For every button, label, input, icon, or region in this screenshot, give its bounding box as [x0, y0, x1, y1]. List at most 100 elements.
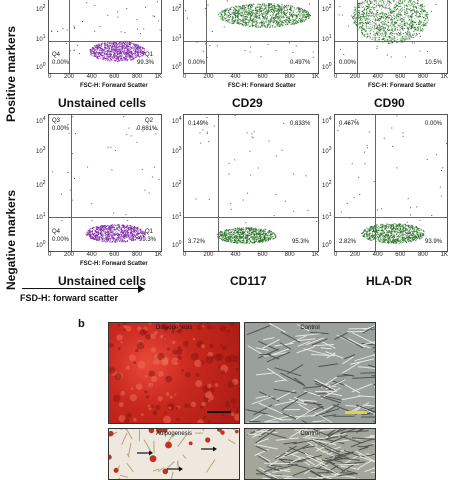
- micro-texture-control1: [245, 323, 375, 423]
- ytick-label: 102: [172, 4, 181, 13]
- ytick-label: 100: [322, 240, 331, 249]
- ytick-label: 101: [172, 212, 181, 221]
- quad-lr-value: 95.3%: [292, 239, 309, 245]
- ytick-label: 101: [172, 34, 181, 43]
- quad-q4-value: 0.00%: [52, 60, 69, 66]
- forward-scatter-label: FSD-H: forward scatter: [20, 293, 118, 303]
- gate-vertical: [71, 115, 72, 251]
- quad-q4-label: Q4: [52, 229, 60, 235]
- gate-vertical: [69, 0, 70, 73]
- quad-ll-value: 3.72%: [188, 239, 205, 245]
- ytick-label: 104: [36, 116, 45, 125]
- gate-horizontal: [335, 217, 447, 218]
- gate-horizontal: [184, 217, 318, 218]
- caption-hladr: HLA-DR: [366, 274, 412, 288]
- caption-unstained-top: Unstained cells: [58, 96, 146, 110]
- flow-plot-hladr: 0.467% 0.00% 2.82% 93.9%: [334, 114, 448, 252]
- quad-q4-label: Q4: [52, 52, 60, 58]
- ytick-label: 100: [172, 62, 181, 71]
- positive-markers-label: Positive markers: [4, 26, 18, 122]
- ytick-label: 103: [322, 146, 331, 155]
- ytick-label: 102: [36, 4, 45, 13]
- ytick-label: 100: [322, 62, 331, 71]
- gate-vertical: [206, 0, 207, 73]
- x-axis-title: FSC-H: Forward Scatter: [368, 83, 436, 89]
- scatter-hladr: [335, 115, 447, 251]
- gate-horizontal: [335, 41, 447, 42]
- quad-ll-value: 0.00%: [188, 60, 205, 66]
- caption-unstained-bottom: Unstained cells: [58, 274, 146, 288]
- gate-horizontal: [184, 41, 318, 42]
- micrograph-label: Adipogenesis: [109, 431, 239, 437]
- quad-q1-value: 99.3%: [139, 237, 156, 243]
- caption-cd90: CD90: [374, 96, 405, 110]
- flow-plot-cd90: 0.00% 10.5%: [334, 0, 448, 74]
- micro-texture-osteo: [109, 323, 239, 423]
- scatter-cd117: [184, 115, 318, 251]
- quad-q4-value: 0.00%: [52, 237, 69, 243]
- axis-direction-arrow: [22, 288, 140, 289]
- scale-bar: [345, 411, 367, 414]
- negative-markers-label: Negative markers: [4, 190, 18, 290]
- ytick-label: 100: [36, 240, 45, 249]
- quad-lr-value: 10.5%: [425, 60, 442, 66]
- gate-vertical: [357, 0, 358, 73]
- flow-plot-unstained-top: Q4 0.00% Q1 99.3%: [48, 0, 162, 74]
- gate-horizontal: [49, 217, 161, 218]
- ytick-label: 102: [322, 4, 331, 13]
- micrograph-label: Osteogenesis: [109, 325, 239, 331]
- ytick-label: 100: [172, 240, 181, 249]
- flow-plot-cd117: 0.149% 0.833% 3.72% 95.3%: [183, 114, 319, 252]
- quad-q2-value: 0.681%: [137, 126, 157, 132]
- quad-ur-value: 0.833%: [290, 121, 310, 127]
- ytick-label: 102: [322, 180, 331, 189]
- x-axis-title: FSC-H: Forward Scatter: [80, 83, 148, 89]
- ytick-label: 104: [172, 116, 181, 125]
- gate-horizontal: [49, 41, 161, 42]
- ytick-label: 102: [172, 180, 181, 189]
- quad-ul-value: 0.467%: [339, 121, 359, 127]
- ytick-label: 101: [322, 212, 331, 221]
- quad-q2-label: Q2: [145, 118, 153, 124]
- caption-cd29: CD29: [232, 96, 263, 110]
- quad-lr-value: 93.9%: [425, 239, 442, 245]
- ytick-label: 102: [36, 180, 45, 189]
- quad-ll-value: 2.82%: [339, 239, 356, 245]
- micrograph-osteogenesis: Osteogenesis: [108, 322, 240, 424]
- micrograph-label: Control: [245, 325, 375, 331]
- micrograph-label: Control: [245, 431, 375, 437]
- quad-q3-value: 0.00%: [52, 126, 69, 132]
- ytick-label: 104: [322, 116, 331, 125]
- quad-lr-value: 0.497%: [290, 60, 310, 66]
- quad-ur-value: 0.00%: [425, 121, 442, 127]
- panel-b-label: b: [78, 318, 85, 330]
- ytick-label: 101: [36, 34, 45, 43]
- micrograph-control-2: Control: [244, 428, 376, 480]
- scale-bar: [207, 411, 231, 413]
- flow-plot-unstained-bottom: Q3 0.00% Q2 0.681% Q4 0.00% Q1 99.3%: [48, 114, 162, 252]
- gate-vertical: [218, 115, 219, 251]
- quad-q3-label: Q3: [52, 118, 60, 124]
- quad-ll-value: 0.00%: [339, 60, 356, 66]
- ytick-label: 103: [172, 146, 181, 155]
- quad-q1-label: Q1: [145, 229, 153, 235]
- caption-cd117: CD117: [230, 274, 267, 288]
- quad-q1-label: Q1: [145, 52, 153, 58]
- micrograph-control-1: Control: [244, 322, 376, 424]
- quad-q1-value: 99.3%: [137, 60, 154, 66]
- x-axis-title: FSC-H: Forward Scatter: [80, 261, 148, 267]
- ytick-label: 100: [36, 62, 45, 71]
- ytick-label: 101: [322, 34, 331, 43]
- quad-ul-value: 0.149%: [188, 121, 208, 127]
- ytick-label: 101: [36, 212, 45, 221]
- gate-vertical: [375, 115, 376, 251]
- arrowhead-icon: [138, 285, 145, 293]
- ytick-label: 103: [36, 146, 45, 155]
- micrograph-adipogenesis: Adipogenesis: [108, 428, 240, 480]
